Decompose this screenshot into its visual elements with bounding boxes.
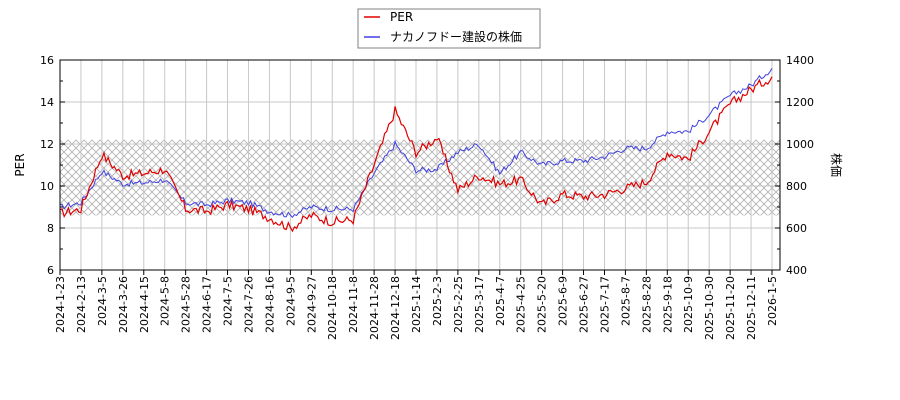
x-tick-label: 2025-12-11 — [745, 276, 758, 340]
right-tick-label: 1400 — [786, 54, 814, 67]
x-tick-label: 2025-11-20 — [724, 276, 737, 340]
legend-price-label: ナカノフドー建設の株価 — [390, 29, 522, 44]
left-tick-label: 10 — [40, 180, 54, 193]
x-tick-label: 2024-1-23 — [54, 276, 67, 333]
x-tick-label: 2025-6-27 — [578, 276, 591, 333]
left-tick-label: 16 — [40, 54, 54, 67]
x-tick-label: 2025-10-9 — [682, 276, 695, 333]
x-tick-label: 2024-9-5 — [284, 276, 297, 326]
x-tick-label: 2025-3-17 — [473, 276, 486, 333]
right-tick-label: 1200 — [786, 96, 814, 109]
x-tick-label: 2024-10-18 — [326, 276, 339, 340]
x-tick-label: 2025-9-18 — [661, 276, 674, 333]
legend: PER ナカノフドー建設の株価 — [357, 8, 541, 49]
x-tick-label: 2024-8-16 — [263, 276, 276, 333]
left-tick-label: 12 — [40, 138, 54, 151]
x-tick-label: 2025-10-30 — [703, 276, 716, 340]
x-tick-label: 2024-3-26 — [117, 276, 130, 333]
x-tick-label: 2024-6-17 — [201, 276, 214, 333]
x-tick-label: 2025-4-7 — [494, 276, 507, 326]
x-tick-label: 2024-4-15 — [138, 276, 151, 333]
x-tick-label: 2025-4-25 — [515, 276, 528, 333]
x-tick-label: 2025-8-28 — [640, 276, 653, 333]
shaded-band — [60, 139, 780, 216]
right-axis-title: 株価 — [829, 153, 844, 177]
x-tick-label: 2024-11-28 — [368, 276, 381, 340]
x-tick-label: 2025-1-14 — [410, 276, 423, 333]
legend-box — [357, 8, 541, 49]
right-axis: 400 600 800 1000 1200 1400 — [775, 54, 814, 277]
left-axis: 6 8 10 12 14 16 — [40, 54, 65, 277]
x-tick-label: 2025-2-3 — [431, 276, 444, 326]
x-tick-label: 2024-12-18 — [389, 276, 402, 340]
x-tick-label: 2024-5-28 — [180, 276, 193, 333]
x-tick-label: 2025-2-25 — [452, 276, 465, 333]
per-line — [59, 76, 773, 233]
x-tick-label: 2024-7-26 — [242, 276, 255, 333]
x-tick-label: 2026-1-5 — [766, 276, 779, 326]
legend-per-label: PER — [390, 10, 413, 24]
x-tick-label: 2025-8-7 — [619, 276, 632, 326]
x-tick-label: 2025-6-9 — [557, 276, 570, 326]
left-tick-label: 14 — [40, 96, 54, 109]
left-axis-title: PER — [13, 153, 27, 176]
x-tick-label: 2025-7-17 — [598, 276, 611, 333]
x-tick-label: 2025-5-20 — [536, 276, 549, 333]
right-tick-label: 400 — [786, 264, 807, 277]
x-tick-label: 2024-9-27 — [305, 276, 318, 333]
left-tick-label: 8 — [47, 222, 54, 235]
x-tick-label: 2024-2-13 — [75, 276, 88, 333]
x-tick-label: 2024-11-8 — [347, 276, 360, 333]
right-tick-label: 800 — [786, 180, 807, 193]
x-axis: 2024-1-23 2024-2-13 2024-3-5 2024-3-26 2024-… — [54, 270, 779, 340]
x-tick-label: 2024-3-5 — [96, 276, 109, 326]
x-tick-label: 2024-5-8 — [159, 276, 172, 326]
right-tick-label: 1000 — [786, 138, 814, 151]
left-tick-label: 6 — [47, 264, 54, 277]
x-tick-label: 2024-7-5 — [222, 276, 235, 326]
right-tick-label: 600 — [786, 222, 807, 235]
